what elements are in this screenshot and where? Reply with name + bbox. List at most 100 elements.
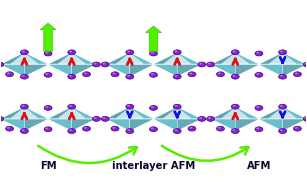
Circle shape — [256, 73, 259, 75]
Polygon shape — [153, 52, 177, 64]
Circle shape — [127, 129, 130, 131]
Circle shape — [150, 127, 157, 132]
Circle shape — [7, 127, 10, 129]
Circle shape — [255, 105, 263, 110]
Circle shape — [151, 106, 154, 108]
Circle shape — [256, 106, 259, 108]
Circle shape — [295, 72, 298, 74]
Circle shape — [280, 105, 283, 107]
Circle shape — [69, 50, 72, 52]
Text: interlayer AFM: interlayer AFM — [112, 161, 195, 171]
Polygon shape — [47, 119, 72, 131]
Circle shape — [7, 72, 10, 74]
Polygon shape — [72, 64, 96, 77]
Polygon shape — [11, 53, 38, 64]
Polygon shape — [283, 107, 307, 119]
Circle shape — [6, 126, 14, 131]
Circle shape — [68, 50, 76, 55]
Circle shape — [174, 50, 177, 52]
Polygon shape — [72, 119, 96, 131]
Circle shape — [127, 105, 130, 107]
Polygon shape — [105, 107, 130, 119]
Circle shape — [207, 116, 215, 121]
Polygon shape — [153, 119, 177, 131]
Polygon shape — [47, 52, 72, 64]
Circle shape — [231, 129, 239, 133]
Polygon shape — [258, 119, 283, 131]
Circle shape — [126, 104, 134, 109]
Polygon shape — [24, 119, 49, 131]
Circle shape — [44, 51, 52, 56]
Circle shape — [45, 127, 49, 129]
Polygon shape — [72, 52, 96, 64]
Circle shape — [45, 106, 49, 108]
Circle shape — [151, 73, 154, 75]
Polygon shape — [0, 119, 24, 131]
Polygon shape — [24, 52, 49, 64]
Circle shape — [92, 62, 100, 67]
Polygon shape — [235, 52, 260, 64]
Polygon shape — [130, 52, 154, 64]
Circle shape — [112, 72, 115, 74]
Circle shape — [20, 104, 28, 109]
Circle shape — [69, 75, 72, 77]
Polygon shape — [24, 107, 49, 119]
Circle shape — [150, 51, 157, 56]
Circle shape — [199, 117, 202, 119]
Polygon shape — [105, 119, 130, 131]
Polygon shape — [164, 108, 191, 118]
FancyArrowPatch shape — [162, 146, 248, 161]
Circle shape — [189, 127, 192, 129]
Circle shape — [103, 63, 106, 65]
Polygon shape — [0, 52, 24, 64]
Circle shape — [231, 104, 239, 109]
Polygon shape — [235, 119, 260, 131]
Circle shape — [94, 117, 97, 119]
Polygon shape — [222, 53, 249, 64]
Circle shape — [68, 104, 76, 109]
Circle shape — [173, 104, 181, 109]
Circle shape — [94, 63, 97, 65]
Circle shape — [232, 50, 235, 52]
Circle shape — [303, 116, 307, 121]
Polygon shape — [211, 52, 235, 64]
FancyArrow shape — [146, 26, 161, 51]
Circle shape — [151, 52, 154, 53]
Circle shape — [22, 50, 25, 52]
Polygon shape — [283, 119, 307, 131]
Circle shape — [231, 50, 239, 55]
Circle shape — [68, 129, 76, 133]
Circle shape — [83, 126, 91, 131]
Polygon shape — [211, 64, 235, 77]
Circle shape — [207, 62, 215, 67]
Circle shape — [303, 62, 307, 67]
Polygon shape — [116, 53, 143, 64]
Circle shape — [127, 50, 130, 52]
FancyArrow shape — [40, 23, 56, 51]
Circle shape — [101, 116, 109, 121]
Polygon shape — [258, 52, 283, 64]
Circle shape — [20, 50, 28, 55]
Polygon shape — [130, 107, 154, 119]
Polygon shape — [153, 64, 177, 77]
Circle shape — [216, 72, 224, 77]
Circle shape — [198, 116, 206, 121]
Polygon shape — [164, 53, 191, 64]
Polygon shape — [211, 119, 235, 131]
Polygon shape — [258, 107, 283, 119]
Text: AFM: AFM — [247, 161, 271, 171]
Circle shape — [208, 117, 211, 119]
Circle shape — [279, 104, 287, 109]
Polygon shape — [0, 107, 24, 119]
Circle shape — [112, 127, 115, 129]
Circle shape — [255, 51, 263, 56]
Circle shape — [111, 72, 119, 77]
Polygon shape — [58, 108, 85, 118]
Polygon shape — [269, 53, 296, 64]
Circle shape — [69, 105, 72, 107]
Circle shape — [305, 63, 307, 65]
Polygon shape — [153, 107, 177, 119]
Circle shape — [279, 50, 287, 55]
FancyArrowPatch shape — [38, 146, 137, 163]
Circle shape — [44, 72, 52, 77]
